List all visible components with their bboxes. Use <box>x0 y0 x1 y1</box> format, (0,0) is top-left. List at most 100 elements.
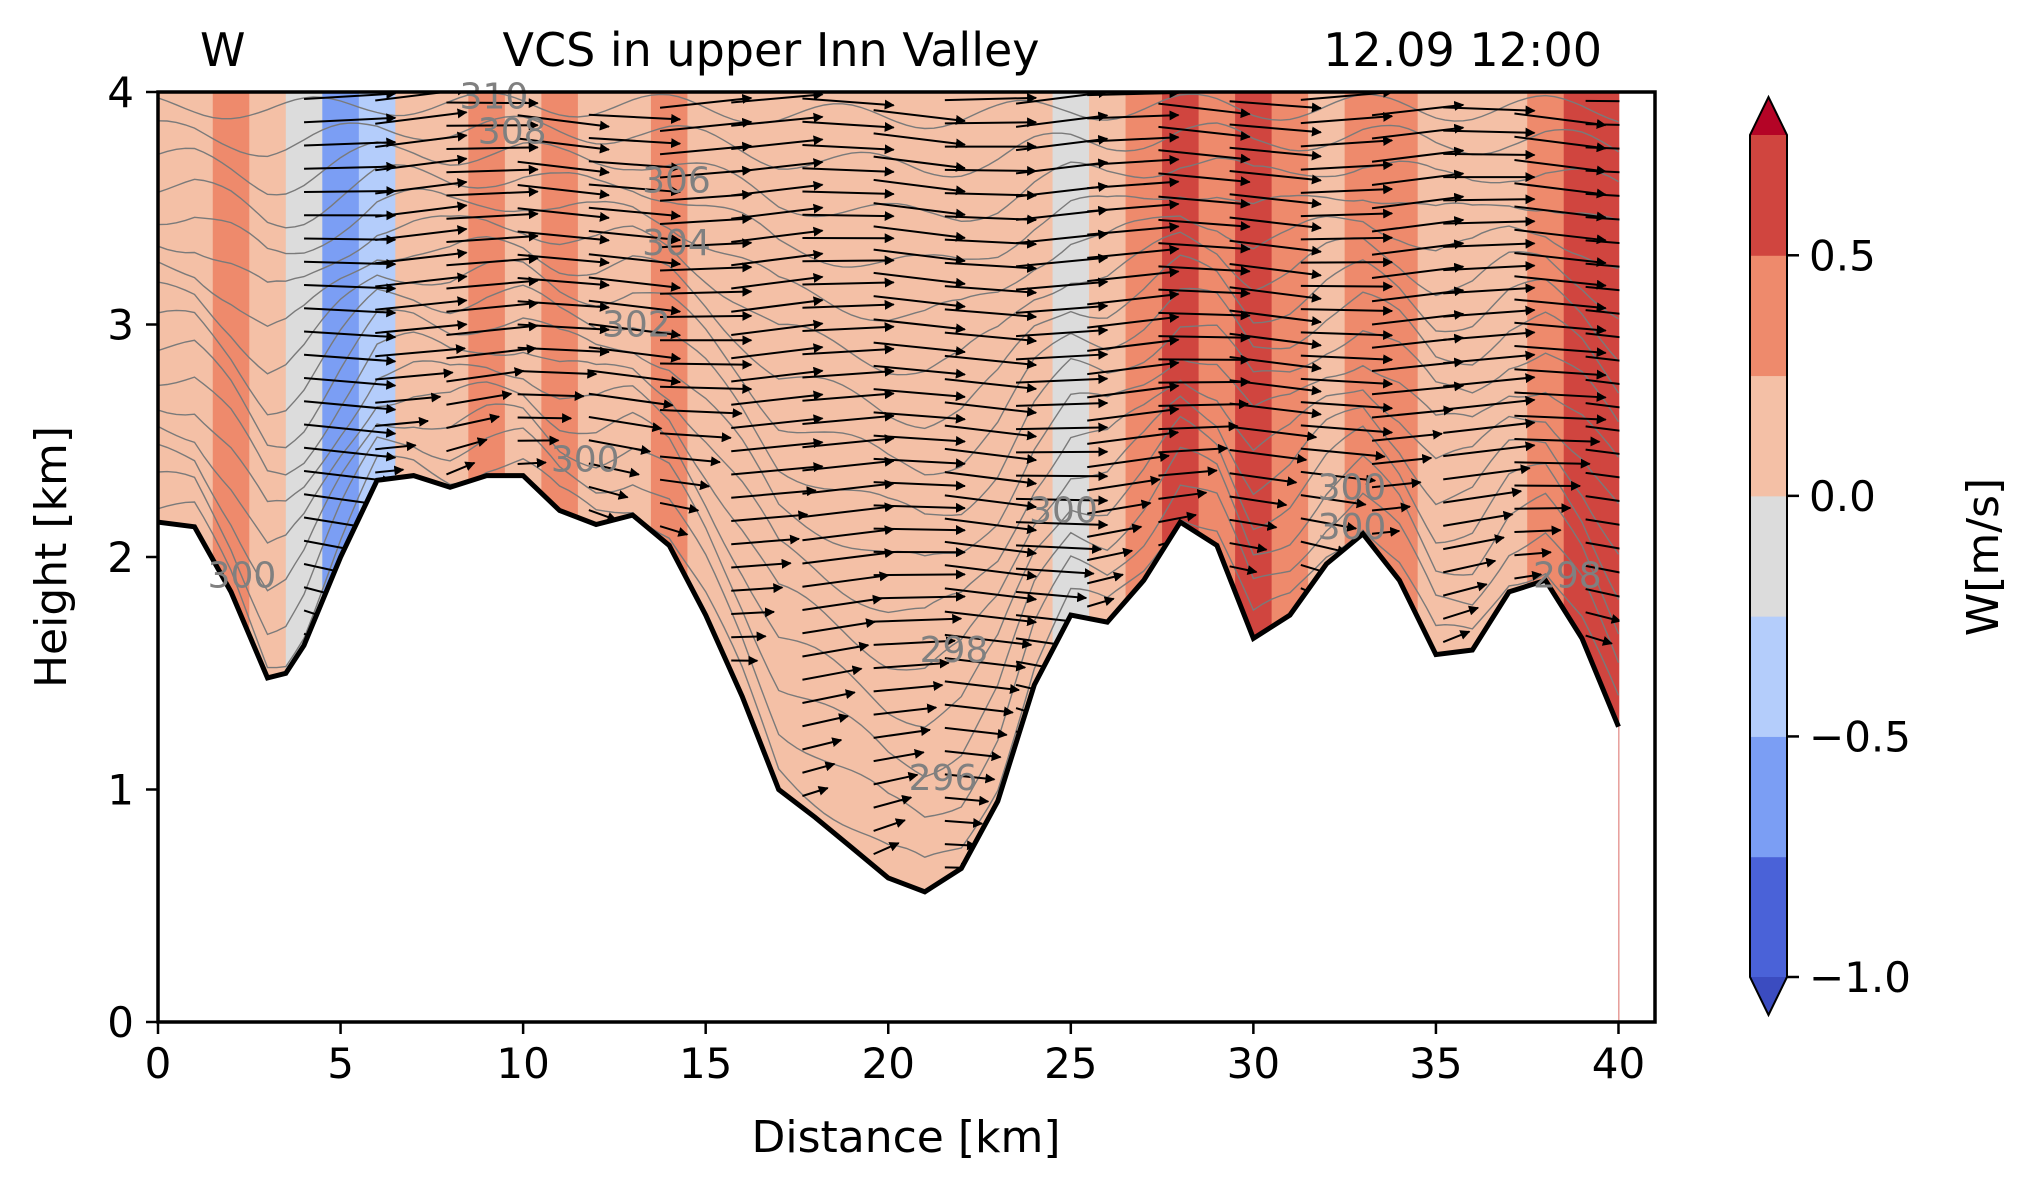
wind-arrow <box>873 388 966 402</box>
wind-arrow <box>1300 447 1386 461</box>
wind-arrow <box>1229 170 1322 185</box>
wind-arrow <box>944 610 1038 627</box>
wind-arrow <box>873 818 906 832</box>
wind-arrow <box>944 750 1002 762</box>
wind-arrow <box>944 285 1038 298</box>
wind-arrow <box>1443 464 1531 481</box>
wind-arrow <box>802 322 895 333</box>
colorbar: 0.5 0.0 −0.5 −1.0 <box>1749 94 1911 1018</box>
wind-arrow <box>1443 194 1536 205</box>
wind-arrow <box>1300 401 1394 413</box>
wind-arrow <box>731 319 824 336</box>
wind-arrow <box>944 795 990 806</box>
wind-arrow <box>1229 146 1322 161</box>
wind-arrow <box>1443 283 1536 295</box>
wind-arrow <box>588 137 682 149</box>
wind-arrow <box>1087 452 1170 469</box>
wind-arrow <box>1371 169 1465 186</box>
wind-arrow <box>446 186 539 197</box>
wind-arrow <box>802 120 895 132</box>
wind-arrow <box>588 206 682 221</box>
wind-arrow <box>1087 267 1180 283</box>
wind-arrow <box>1015 92 1109 105</box>
y-tick-label: 4 <box>107 68 134 117</box>
wind-arrow <box>944 703 1014 717</box>
wind-arrow <box>873 591 966 602</box>
wind-arrow <box>873 457 966 469</box>
wind-arrow <box>873 202 966 219</box>
wind-arrow <box>1442 630 1471 644</box>
wind-arrow <box>446 209 539 220</box>
wind-arrow <box>660 383 753 394</box>
wind-arrow <box>802 761 836 774</box>
theta-isoline <box>158 115 1619 178</box>
wind-arrow <box>588 160 682 173</box>
wind-arrow <box>1158 488 1208 500</box>
wind-arrow <box>588 485 629 500</box>
theta-isoline <box>158 427 1620 818</box>
wind-arrow <box>1087 475 1161 492</box>
wind-arrow <box>588 392 674 410</box>
wind-arrow <box>1371 123 1465 140</box>
theta-label: 300 <box>1318 467 1387 508</box>
wind-arrow <box>802 641 870 658</box>
wind-arrow <box>304 258 397 269</box>
wind-arrow <box>1371 216 1465 233</box>
wind-arrow <box>446 298 539 313</box>
theta-label: 304 <box>642 223 711 264</box>
wind-arrow <box>873 434 966 446</box>
wind-arrow <box>944 471 1038 488</box>
wind-arrow <box>1514 182 1607 199</box>
wind-arrow <box>1016 446 1109 457</box>
below-terrain <box>1619 92 1655 1022</box>
wind-arrow <box>1229 123 1322 137</box>
wind-arrow <box>303 376 397 390</box>
wind-arrow <box>588 276 682 292</box>
wind-arrow <box>1371 405 1454 419</box>
wind-arrow <box>802 389 895 402</box>
wind-arrow <box>944 818 984 828</box>
wind-arrow <box>1016 495 1109 506</box>
wind-arrow <box>1158 149 1251 164</box>
wind-arrow <box>1016 471 1109 482</box>
wind-arrow <box>944 93 1038 104</box>
wind-arrow <box>1015 590 1088 603</box>
wind-arrow <box>1443 328 1536 341</box>
wind-arrow <box>303 446 397 462</box>
wind-arrow <box>873 726 931 739</box>
wind-arrow <box>873 178 966 196</box>
wind-arrow <box>1514 135 1607 153</box>
theta-isoline <box>158 331 1620 614</box>
wind-arrow <box>731 558 792 569</box>
wind-arrow <box>1514 503 1572 514</box>
wind-arrow <box>1371 239 1465 256</box>
wind-arrow <box>731 92 824 104</box>
wind-arrow <box>304 137 397 148</box>
wind-arrow <box>375 272 468 288</box>
wind-arrow <box>1371 526 1401 537</box>
wind-arrow <box>588 369 682 386</box>
wind-arrow <box>660 286 753 297</box>
theta-label: 306 <box>642 160 711 201</box>
wind-arrow <box>1229 193 1322 209</box>
wind-arrow <box>659 93 753 109</box>
wind-arrow <box>375 108 468 125</box>
wind-arrow <box>517 277 610 290</box>
wind-arrow <box>375 225 468 241</box>
wind-arrow <box>873 248 966 265</box>
wind-arrow <box>802 594 883 611</box>
wind-arrow <box>375 154 468 172</box>
wind-arrow <box>588 253 682 269</box>
wind-arrow <box>873 341 966 357</box>
wind-arrow <box>1158 265 1251 276</box>
wind-arrow <box>1300 281 1394 292</box>
wind-arrow <box>802 548 895 565</box>
wind-arrow <box>1300 184 1394 195</box>
wind-arrow <box>659 238 753 249</box>
wind-arrow <box>1016 422 1109 433</box>
wind-arrow <box>1443 395 1536 411</box>
wind-arrow <box>1514 275 1607 290</box>
wind-arrow <box>1300 470 1377 485</box>
wind-arrow <box>1229 286 1322 303</box>
wind-arrow <box>802 211 895 222</box>
